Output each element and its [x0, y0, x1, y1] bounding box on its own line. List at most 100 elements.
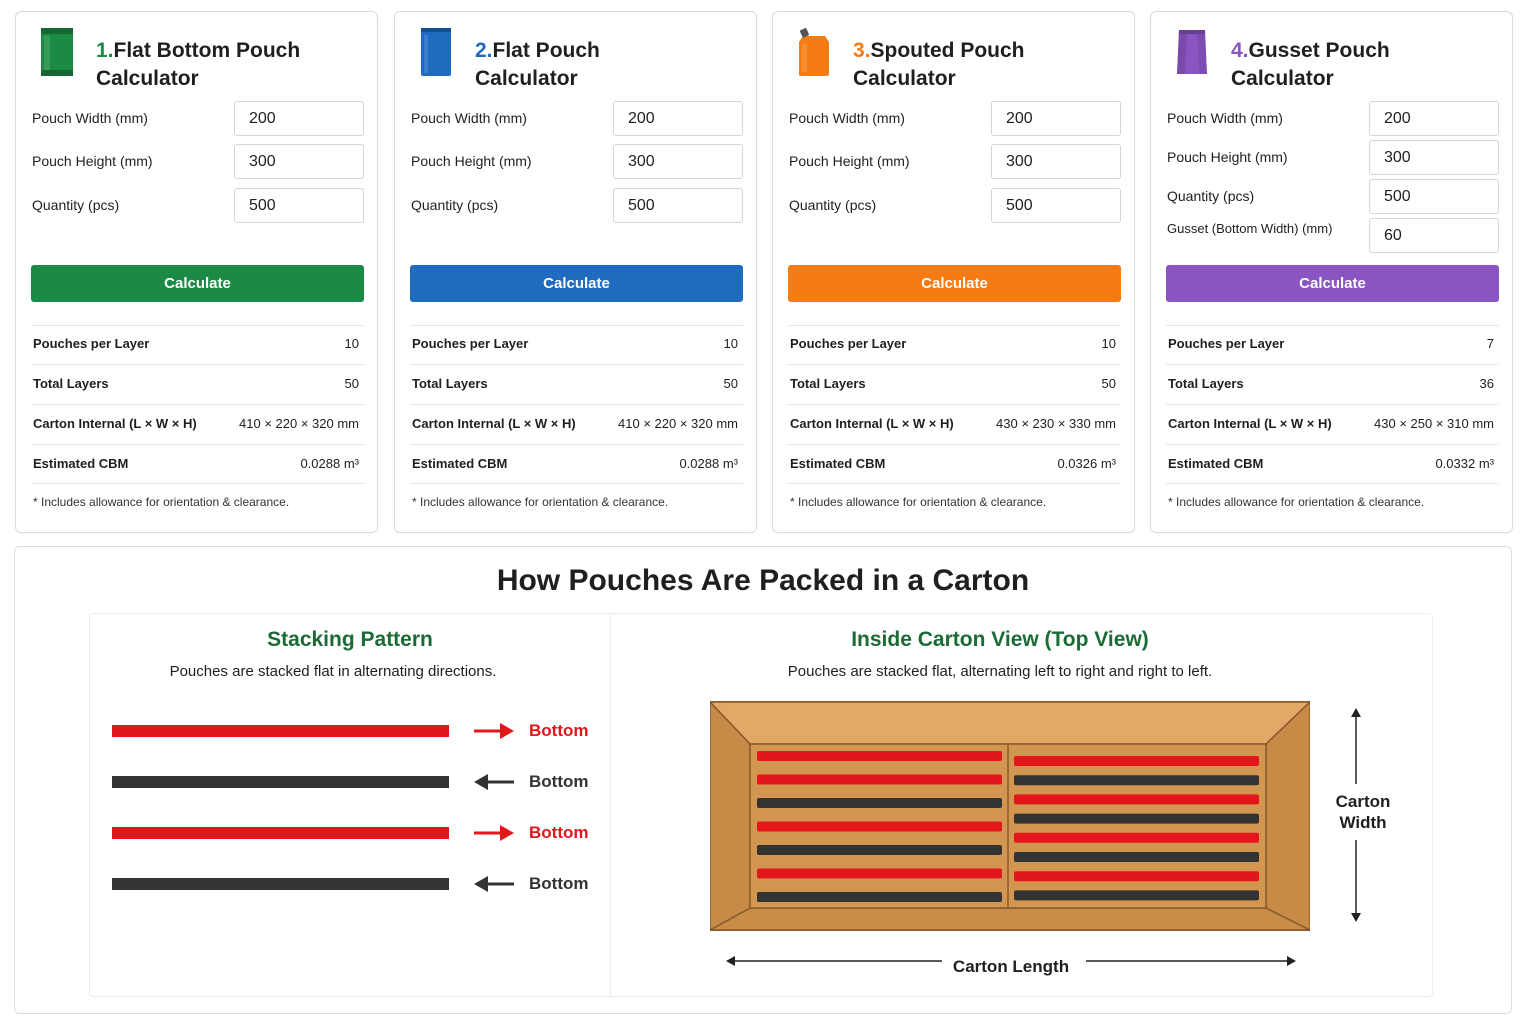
field-label: Pouch Width (mm) [789, 110, 905, 126]
result-divider [1166, 444, 1499, 445]
stacking-title: Stacking Pattern [267, 628, 433, 651]
result-label: Estimated CBM [790, 456, 886, 471]
calculator-number: 2. [475, 39, 493, 62]
carton-pouch-dark [757, 798, 1002, 808]
calculate-button[interactable]: Calculate [410, 265, 743, 302]
allowance-note: * Includes allowance for orientation & c… [790, 495, 1047, 509]
field-input[interactable] [234, 144, 364, 179]
field-input[interactable] [991, 188, 1121, 223]
calculator-title-line1: Spouted Pouch [870, 39, 1025, 62]
carton-pouch-red [757, 751, 1002, 761]
calculate-button[interactable]: Calculate [788, 265, 1121, 302]
result-divider [31, 325, 364, 326]
field-input[interactable] [613, 101, 743, 136]
carton-pouch-dark [1014, 813, 1259, 824]
carton-flap-top [710, 701, 1310, 745]
calculator-card-4: 4.Gusset Pouch Calculator Pouch Width (m… [1150, 11, 1513, 533]
calculator-title-line1: Gusset Pouch [1248, 39, 1390, 62]
field-input[interactable] [1369, 140, 1499, 175]
result-value: 50 [723, 376, 738, 391]
stacking-row-label: Bottom [529, 772, 589, 791]
allowance-note: * Includes allowance for orientation & c… [33, 495, 290, 509]
carton-pouch-red [1014, 756, 1259, 766]
calculator-card-2: 2.Flat Pouch Calculator Pouch Width (mm)… [394, 11, 757, 533]
field-input[interactable] [991, 101, 1121, 136]
result-label: Total Layers [790, 376, 866, 391]
result-divider [31, 404, 364, 405]
result-divider [788, 325, 1121, 326]
carton-pouch-red [757, 774, 1002, 785]
result-divider [410, 444, 743, 445]
field-label: Pouch Width (mm) [32, 110, 148, 126]
carton-flap-bottom [710, 907, 1310, 931]
carton-view-title: Inside Carton View (Top View) [851, 628, 1149, 651]
result-label: Estimated CBM [33, 456, 129, 471]
result-divider [1166, 404, 1499, 405]
calculate-button[interactable]: Calculate [31, 265, 364, 302]
packing-diagram-box: Stacking Pattern Pouches are stacked fla… [89, 613, 1433, 997]
field-label: Pouch Height (mm) [789, 153, 910, 169]
result-value: 10 [723, 336, 738, 351]
calculator-title-line2: Calculator [853, 67, 956, 90]
carton-pouch-dark [1014, 852, 1259, 862]
carton-pouch-dark [757, 845, 1002, 855]
carton-pouch-red [1014, 871, 1259, 882]
result-divider [410, 483, 743, 484]
result-divider [31, 444, 364, 445]
stacking-row-label: Bottom [529, 823, 589, 842]
result-divider [410, 404, 743, 405]
result-divider [788, 483, 1121, 484]
stacking-row-label: Bottom [529, 874, 589, 893]
carton-width-label-line2: Width [1339, 813, 1387, 832]
result-divider [31, 364, 364, 365]
field-input[interactable] [234, 188, 364, 223]
diagram-divider [610, 614, 611, 996]
calculator-card-3: 3.Spouted Pouch Calculator Pouch Width (… [772, 11, 1135, 533]
pouch-bar-red [112, 827, 449, 839]
pouch-bar-red [112, 725, 449, 737]
carton-pouch-dark [1014, 890, 1259, 901]
packing-title: How Pouches Are Packed in a Carton [496, 564, 1030, 597]
pouch-bar-dark [112, 776, 449, 788]
field-input[interactable] [234, 101, 364, 136]
carton-pouch-red [1014, 832, 1259, 843]
result-divider [788, 444, 1121, 445]
field-input[interactable] [613, 144, 743, 179]
pouch-bar-dark [112, 878, 449, 890]
calculate-button[interactable]: Calculate [1166, 265, 1499, 302]
calculator-title: 1.Flat Bottom Pouch Calculator [96, 37, 300, 93]
calculator-title-line2: Calculator [475, 67, 578, 90]
result-divider [1166, 364, 1499, 365]
field-label: Pouch Width (mm) [411, 110, 527, 126]
result-divider [788, 364, 1121, 365]
spouted-pouch-icon [795, 26, 833, 78]
result-value: 0.0326 m³ [1057, 456, 1116, 471]
result-value: 0.0288 m³ [679, 456, 738, 471]
carton-length-arrow [726, 956, 1296, 966]
carton-pouch-red [757, 821, 1002, 832]
calculator-number: 3. [853, 39, 871, 62]
result-value: 10 [344, 336, 359, 351]
field-label: Pouch Height (mm) [1167, 149, 1288, 165]
flat-pouch-icon [417, 26, 455, 78]
field-input[interactable] [991, 144, 1121, 179]
result-label: Total Layers [1168, 376, 1244, 391]
carton-pouch-red [757, 868, 1002, 879]
field-input[interactable] [1369, 179, 1499, 214]
result-value: 410 × 220 × 320 mm [239, 416, 359, 431]
result-value: 36 [1479, 376, 1494, 391]
result-label: Carton Internal (L × W × H) [790, 416, 954, 431]
stacking-row-label: Bottom [529, 721, 589, 740]
packing-panel: How Pouches Are Packed in a Carton Stack… [14, 546, 1512, 1014]
calculator-number: 1. [96, 39, 114, 62]
result-divider [410, 364, 743, 365]
result-value: 50 [344, 376, 359, 391]
field-input[interactable] [1369, 101, 1499, 136]
carton-width-label-line1: Carton [1335, 792, 1391, 811]
calculator-title-line2: Calculator [1231, 67, 1334, 90]
field-label: Gusset (Bottom Width) (mm) [1167, 221, 1333, 236]
field-input[interactable] [1369, 218, 1499, 253]
field-label: Pouch Width (mm) [1167, 110, 1283, 126]
field-input[interactable] [613, 188, 743, 223]
result-label: Pouches per Layer [1168, 336, 1285, 351]
